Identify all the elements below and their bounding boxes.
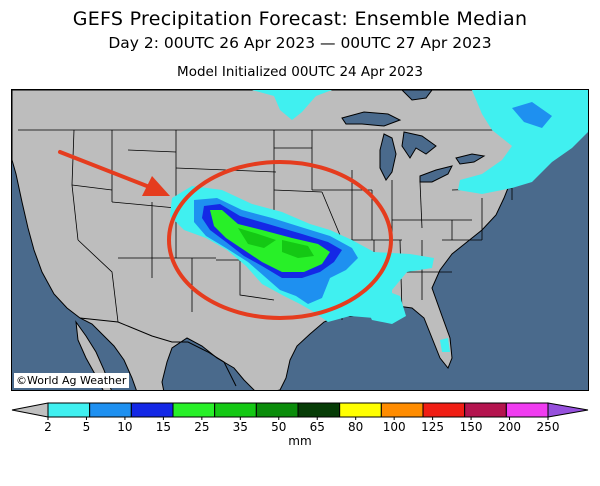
color-bar-swatch [464, 402, 507, 418]
color-bar-label: 15 [156, 420, 171, 434]
color-bar-swatch [47, 402, 91, 418]
units-label: mm [288, 434, 312, 448]
great-lakes [341, 111, 486, 183]
color-bar-label: 250 [537, 420, 560, 434]
color-bar-label: 125 [421, 420, 444, 434]
color-bar-swatch [422, 402, 466, 418]
arrow-icon [58, 150, 170, 196]
color-bar-label: 25 [194, 420, 209, 434]
color-bar-label: 10 [117, 420, 132, 434]
precipitation-map: ©World Ag Weather [11, 89, 589, 391]
color-bar-labels: 2 5 10 15 25 35 50 65 80 100 125 150 200 250 [44, 417, 559, 434]
color-bar-swatch [505, 402, 549, 418]
color-bar-label: 2 [44, 420, 52, 434]
mexico-border [79, 317, 237, 387]
color-bar-swatches [11, 402, 589, 418]
precip-medium-green [238, 228, 314, 258]
color-bar-label: 200 [498, 420, 521, 434]
color-bar-swatch [172, 402, 216, 418]
color-bar-label: 80 [348, 420, 363, 434]
color-bar-label: 50 [271, 420, 286, 434]
color-bar-swatch [89, 402, 132, 418]
color-bar-label: 150 [460, 420, 483, 434]
color-bar-swatch [255, 402, 299, 418]
color-bar: 2 5 10 15 25 35 50 65 80 100 125 150 200 250 [11, 402, 589, 434]
map-canvas [12, 90, 588, 390]
color-bar-swatch [297, 402, 341, 418]
color-bar-swatch [11, 402, 49, 418]
forecast-period: Day 2: 00UTC 26 Apr 2023 — 00UTC 27 Apr … [108, 34, 492, 52]
color-bar-swatch [130, 402, 174, 418]
credit-label: ©World Ag Weather [14, 373, 130, 388]
color-bar-label: 35 [233, 420, 248, 434]
color-bar-swatch [380, 402, 424, 418]
color-bar-swatch [339, 402, 382, 418]
state-borders [18, 129, 533, 323]
highlight-circle-icon [167, 160, 393, 320]
color-bar-swatch [214, 402, 257, 418]
color-bar-label: 5 [83, 420, 91, 434]
northern-water [401, 90, 433, 101]
model-initialized: Model Initialized 00UTC 24 Apr 2023 [177, 64, 423, 80]
color-bar-swatch [547, 402, 589, 418]
map-title: GEFS Precipitation Forecast: Ensemble Me… [72, 8, 528, 30]
color-bar-label: 65 [310, 420, 325, 434]
color-bar-label: 100 [383, 420, 406, 434]
